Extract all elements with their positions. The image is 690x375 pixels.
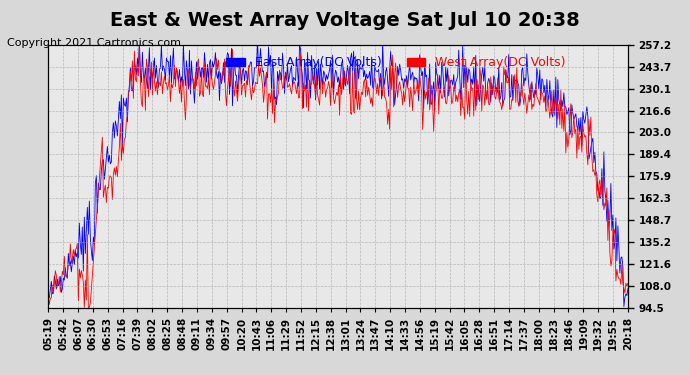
East Array(DC Volts) — [135, 38, 144, 43]
West Array(DC Volts) — [577, 134, 585, 138]
West Array(DC Volts) — [195, 94, 204, 99]
Line: East Array(DC Volts): East Array(DC Volts) — [48, 40, 628, 307]
East Array(DC Volts) — [575, 132, 584, 137]
Line: West Array(DC Volts): West Array(DC Volts) — [48, 45, 628, 308]
West Array(DC Volts) — [624, 281, 632, 285]
Text: Copyright 2021 Cartronics.com: Copyright 2021 Cartronics.com — [7, 38, 181, 48]
West Array(DC Volts) — [80, 305, 88, 310]
East Array(DC Volts) — [348, 51, 356, 56]
West Array(DC Volts) — [493, 88, 501, 93]
East Array(DC Volts) — [491, 89, 500, 94]
East Array(DC Volts) — [624, 286, 632, 291]
West Array(DC Volts) — [128, 58, 137, 63]
West Array(DC Volts) — [348, 70, 357, 74]
West Array(DC Volts) — [584, 162, 592, 167]
East Array(DC Volts) — [583, 105, 591, 109]
East Array(DC Volts) — [44, 292, 52, 297]
West Array(DC Volts) — [135, 43, 144, 48]
East Array(DC Volts) — [127, 88, 135, 93]
East Array(DC Volts) — [195, 66, 203, 70]
Legend: East Array(DC Volts), West Array(DC Volts): East Array(DC Volts), West Array(DC Volt… — [221, 51, 571, 74]
East Array(DC Volts) — [620, 304, 628, 309]
Text: East & West Array Voltage Sat Jul 10 20:38: East & West Array Voltage Sat Jul 10 20:… — [110, 11, 580, 30]
West Array(DC Volts) — [44, 294, 52, 299]
